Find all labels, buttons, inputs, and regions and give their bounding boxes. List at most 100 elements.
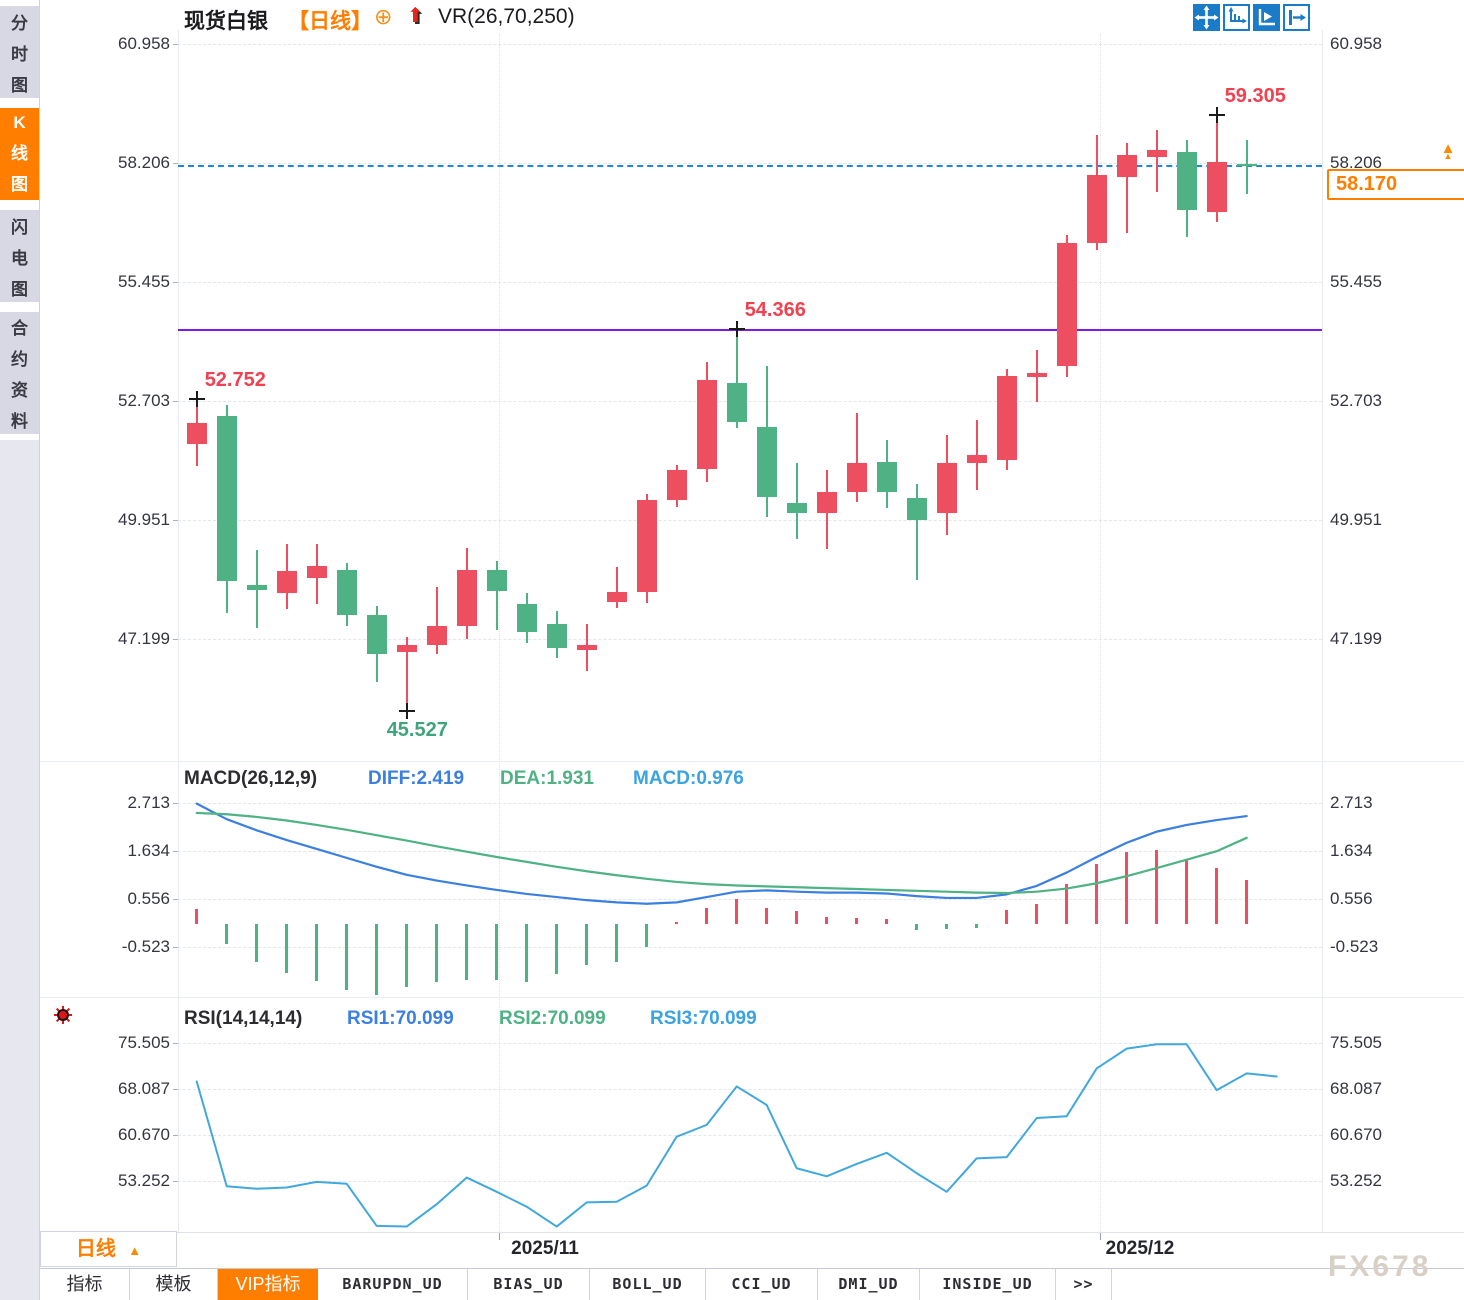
x-axis-tick xyxy=(499,1232,500,1240)
crosshair-move-icon[interactable] xyxy=(1193,4,1220,31)
candle-wick xyxy=(1245,139,1248,194)
sidebar-item-3[interactable]: 闪电图 xyxy=(0,210,39,302)
axis-scale-icon[interactable] xyxy=(1223,4,1250,31)
overlay-indicator-label[interactable]: VR(26,70,250) xyxy=(438,5,575,28)
macd-histogram-bar xyxy=(495,923,499,980)
price-marker-cross xyxy=(728,321,745,338)
y-axis-tick xyxy=(173,400,178,402)
sidebar-item-char: 图 xyxy=(11,279,28,299)
y-axis-label-right: 58.206 xyxy=(1330,152,1382,172)
h-gridline xyxy=(178,519,1322,521)
period-badge[interactable]: 【日线】 xyxy=(288,10,372,33)
candle-body xyxy=(936,463,957,514)
y-axis-label-right: 60.958 xyxy=(1330,34,1382,53)
rsi1-value: RSI1:70.099 xyxy=(347,1008,454,1029)
macd-histogram-bar xyxy=(765,908,769,924)
bottom-tab-4[interactable]: BARUPDN_UD xyxy=(318,1269,468,1300)
period-selector-label: 日线 xyxy=(75,1238,116,1260)
y-axis-label-left: 2.713 xyxy=(127,793,170,812)
sidebar-item-char: K xyxy=(13,113,26,132)
macd-title[interactable]: MACD(26,12,9) xyxy=(184,768,318,789)
y-axis-label-left: 75.505 xyxy=(118,1033,170,1052)
candle-body xyxy=(966,455,987,464)
candle-body xyxy=(1206,161,1227,212)
y-axis-label-left: 1.634 xyxy=(127,841,170,861)
sidebar-item-1[interactable]: 分时图 xyxy=(0,6,39,98)
macd-histogram-bar xyxy=(945,923,949,930)
candle-body xyxy=(216,416,237,581)
candle-wick xyxy=(615,566,618,609)
sidebar-item-char: 图 xyxy=(11,75,28,95)
sidebar-item-4[interactable]: 合约资料 xyxy=(0,312,39,434)
y-axis-label-left: 60.958 xyxy=(118,34,170,53)
y-axis-tick xyxy=(173,1043,178,1044)
y-axis-label-left: 60.670 xyxy=(118,1124,170,1144)
candle-body xyxy=(546,623,567,648)
indicator-tabbar: 指标 模板 VIP指标 BARUPDN_UD BIAS_UD BOLL_UD CCI_UD D… xyxy=(40,1268,1464,1300)
candle-body xyxy=(456,569,477,626)
candle-body xyxy=(1146,150,1167,157)
macd-histogram-bar xyxy=(645,923,649,947)
macd-histogram-bar xyxy=(465,923,469,980)
candle-wick xyxy=(735,329,738,429)
price-annotation: 59.305 xyxy=(1224,85,1286,108)
y-axis-tick xyxy=(173,851,178,853)
candle-body xyxy=(336,569,357,616)
bottom-tab-2[interactable]: 模板 xyxy=(130,1269,218,1300)
h-gridline xyxy=(178,1043,1322,1044)
y-axis-label-right: 75.505 xyxy=(1330,1033,1382,1052)
macd-histogram-bar xyxy=(585,923,589,966)
rsi3-value: RSI3:70.099 xyxy=(650,1008,757,1029)
macd-histogram-bar xyxy=(885,919,889,924)
macd-histogram-bar xyxy=(735,899,739,924)
macd-histogram-bar xyxy=(435,923,439,982)
sidebar-filler xyxy=(0,440,39,1300)
macd-histogram-bar xyxy=(285,923,289,973)
bottom-tab-3[interactable]: VIP指标 xyxy=(218,1269,318,1300)
macd-histogram-bar xyxy=(525,923,529,982)
pin-top-arrow-icon[interactable]: ⬆ xyxy=(407,5,424,27)
candle-body xyxy=(366,615,387,655)
bottom-tab-7[interactable]: CCI_UD xyxy=(706,1269,818,1300)
y-axis-tick xyxy=(173,44,178,45)
auto-fit-chart-icon[interactable] xyxy=(1253,4,1280,31)
macd-dea-line xyxy=(195,811,1248,895)
bottom-tab-6[interactable]: BOLL_UD xyxy=(590,1269,706,1300)
candle-body xyxy=(606,591,627,602)
x-axis-month-label: 2025/12 xyxy=(1105,1238,1175,1259)
candle-wick xyxy=(915,483,918,581)
y-axis-label-right: 47.199 xyxy=(1330,628,1382,648)
y-axis-tick xyxy=(173,519,178,521)
h-gridline xyxy=(178,44,1322,45)
scroll-to-latest-icon[interactable] xyxy=(1283,4,1310,31)
bottom-tab-1[interactable]: 指标 xyxy=(40,1269,130,1300)
bottom-tab-10[interactable]: >> xyxy=(1056,1269,1112,1300)
macd-histogram-bar xyxy=(255,923,259,962)
crosshair-target-icon[interactable]: ⊕ xyxy=(374,4,393,29)
candle-body xyxy=(186,422,207,445)
h-gridline xyxy=(178,851,1322,853)
y-axis-label-left: 0.556 xyxy=(127,889,170,908)
h-gridline xyxy=(178,947,1322,948)
candle-wick xyxy=(795,463,798,539)
bottom-tab-5[interactable]: BIAS_UD xyxy=(468,1269,590,1300)
period-selector[interactable]: 日线 ▲ xyxy=(40,1231,177,1267)
plot-left-border xyxy=(178,30,179,1232)
h-gridline xyxy=(178,1134,1322,1136)
y-axis-tick xyxy=(173,947,178,948)
macd-histogram-bar xyxy=(345,923,349,991)
candle-body xyxy=(396,645,417,652)
h-gridline xyxy=(178,281,1322,283)
h-gridline xyxy=(178,899,1322,900)
candle-body xyxy=(816,491,837,513)
price-marker-cross xyxy=(1208,107,1225,124)
x-axis-month-label: 2025/11 xyxy=(511,1238,579,1259)
y-axis-label-right: 2.713 xyxy=(1330,793,1373,812)
bottom-tab-9[interactable]: INSIDE_UD xyxy=(920,1269,1056,1300)
indicator-settings-icon[interactable] xyxy=(50,1002,76,1028)
candle-wick xyxy=(855,413,858,502)
rsi-title[interactable]: RSI(14,14,14) xyxy=(184,1008,303,1029)
bottom-tab-8[interactable]: DMI_UD xyxy=(818,1269,920,1300)
